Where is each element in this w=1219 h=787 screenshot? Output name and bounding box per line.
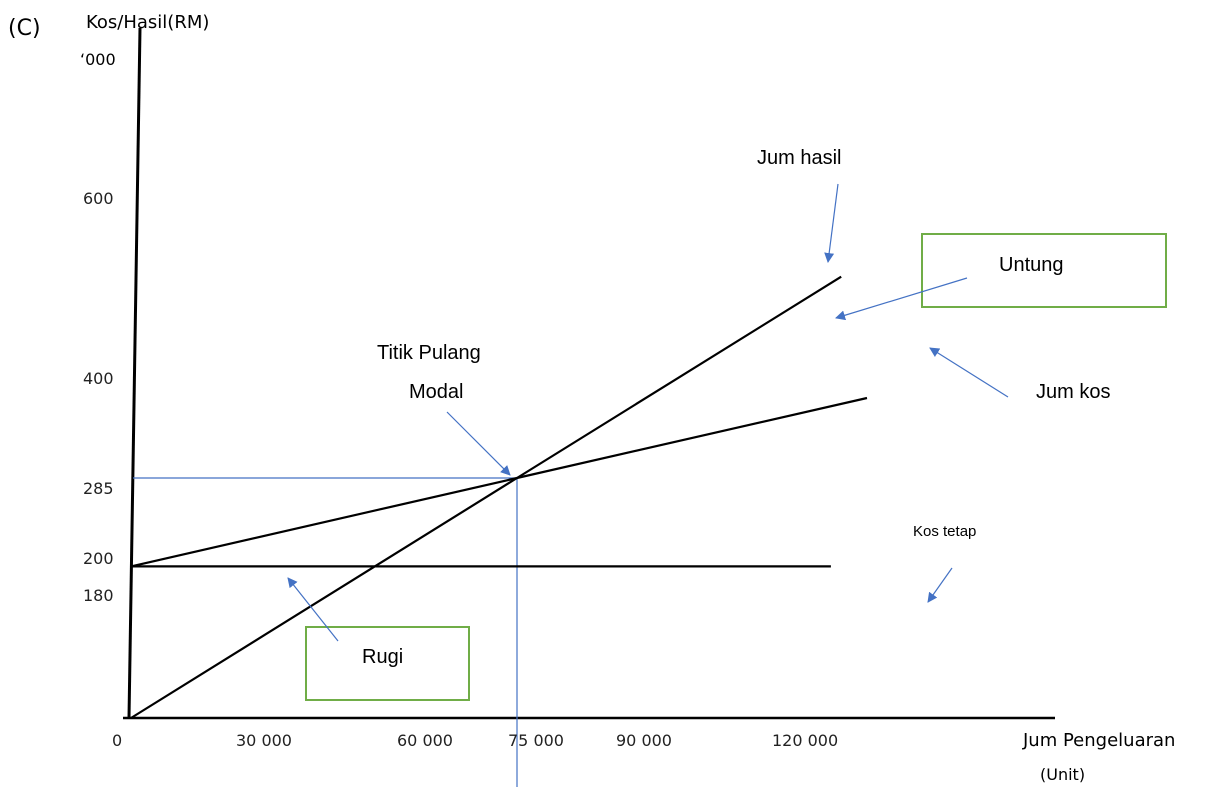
x-tick-label: 0 bbox=[112, 731, 123, 750]
kos-tetap-annotation: Kos tetap bbox=[913, 523, 977, 540]
part-label: (C) bbox=[8, 16, 41, 41]
x-tick-label: 90 000 bbox=[616, 731, 672, 750]
x-tick-label: 75 000 bbox=[508, 731, 564, 750]
y-tick-label: 285 bbox=[83, 479, 114, 498]
y-axis-unit: ‘000 bbox=[80, 50, 116, 69]
x-axis-label: Jum Pengeluaran bbox=[1023, 730, 1176, 751]
kos-tetap-arrow bbox=[927, 567, 953, 603]
jum-kos-arrow bbox=[929, 347, 1009, 398]
jum-hasil-line bbox=[130, 275, 842, 719]
break-even-annotation-line1: Titik Pulang bbox=[377, 342, 481, 364]
loss-box bbox=[305, 626, 470, 701]
x-tick-label: 120 000 bbox=[772, 731, 839, 750]
jum-kos-line bbox=[130, 396, 868, 568]
y-tick-label: 400 bbox=[83, 369, 114, 388]
break-even-annotation-line2: Modal bbox=[409, 381, 464, 403]
y-axis bbox=[127, 27, 142, 719]
x-axis-unit: (Unit) bbox=[1040, 765, 1086, 784]
break-even-arrow bbox=[446, 411, 511, 476]
y-tick-label: 180 bbox=[83, 586, 114, 605]
jum-kos-annotation: Jum kos bbox=[1036, 381, 1111, 403]
jum-hasil-annotation: Jum hasil bbox=[757, 147, 842, 169]
jum-hasil-arrow bbox=[824, 183, 839, 263]
y-tick-label: 200 bbox=[83, 549, 114, 568]
loss-arrow bbox=[287, 577, 339, 642]
y-tick-label: 600 bbox=[83, 189, 114, 208]
x-tick-label: 60 000 bbox=[397, 731, 453, 750]
profit-label: Untung bbox=[999, 254, 1064, 276]
x-tick-label: 30 000 bbox=[236, 731, 292, 750]
profit-arrow bbox=[835, 277, 968, 321]
loss-label: Rugi bbox=[362, 646, 404, 668]
y-axis-label: Kos/Hasil(RM) bbox=[86, 12, 210, 33]
profit-box bbox=[921, 233, 1167, 308]
